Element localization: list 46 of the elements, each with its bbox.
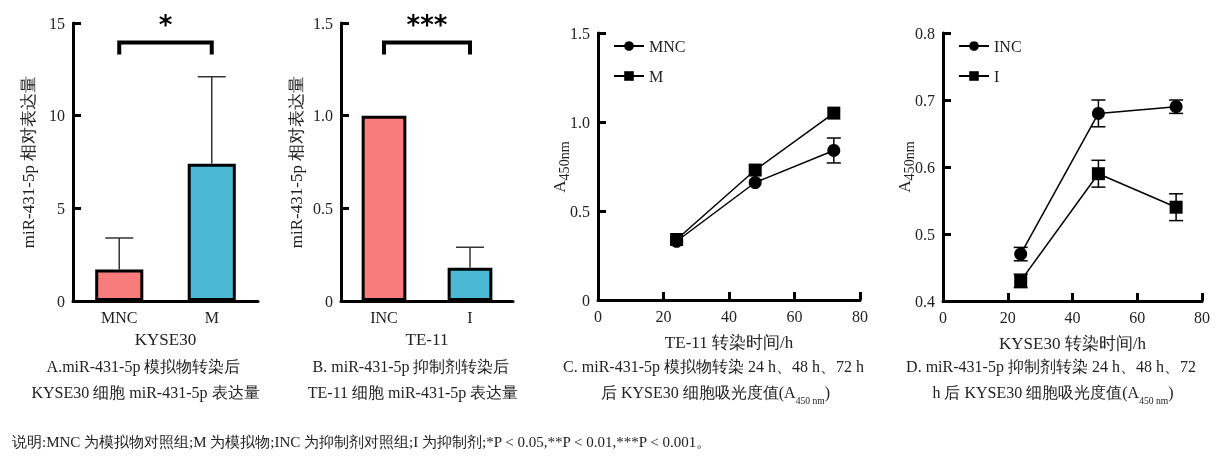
x-axis-title: TE-11 bbox=[405, 330, 449, 349]
x-axis-title: KYSE30 bbox=[134, 330, 197, 349]
y-axis-title: miR-431-5p 相对表达量 bbox=[19, 75, 39, 249]
y-tick-label: 0.6 bbox=[915, 158, 935, 176]
x-tick-label: 80 bbox=[852, 307, 868, 325]
x-tick-label: 40 bbox=[721, 307, 737, 325]
y-tick-label: 1.0 bbox=[313, 107, 333, 125]
x-tick-label: 20 bbox=[999, 308, 1016, 326]
text: 说明:MNC 为模拟物对照组;M 为模拟物;INC 为抑制剂对照组;I 为抑制剂;*P < 0.05,**P < 0.01,***P < 0.001。 bbox=[12, 433, 712, 452]
y-tick-label: 0.5 bbox=[313, 199, 333, 217]
legend-label: INC bbox=[994, 37, 1022, 55]
x-tick-label: I bbox=[467, 308, 473, 326]
x-tick-label: 60 bbox=[786, 307, 803, 325]
y-tick-label: 0.4 bbox=[915, 292, 935, 310]
x-tick-label: 40 bbox=[1064, 308, 1081, 326]
y-tick-label: 0.5 bbox=[570, 202, 590, 220]
text: A.miR-431-5p 模拟物转染后 KYSE30 细胞 miR-431-5p 表达量 bbox=[31, 357, 260, 402]
y-axis-title: miR-431-5p 相对表达量 bbox=[287, 75, 307, 249]
y-tick-label: 0 bbox=[57, 292, 65, 310]
legend-label: M bbox=[649, 67, 664, 85]
x-tick-label: 0 bbox=[939, 308, 947, 326]
y-tick-label: 1.0 bbox=[570, 113, 590, 131]
x-axis-title: TE-11 转染时间/h bbox=[664, 333, 794, 352]
y-tick-label: 0.5 bbox=[915, 225, 935, 243]
legend-label: I bbox=[994, 67, 1000, 85]
y-tick-label: 1.5 bbox=[313, 14, 333, 32]
x-tick-label: 0 bbox=[594, 307, 602, 325]
x-tick-label: INC bbox=[370, 308, 398, 326]
y-tick-label: 15 bbox=[49, 14, 65, 32]
legend-label: MNC bbox=[649, 37, 686, 55]
x-axis-title: KYSE30 转染时间/h bbox=[999, 334, 1147, 353]
x-tick-label: 80 bbox=[1194, 308, 1210, 326]
text: B. miR-431-5p 抑制剂转染后 TE-11 细胞 miR-431-5p 表达量 bbox=[307, 357, 519, 402]
y-tick-label: 10 bbox=[49, 107, 65, 125]
x-tick-label: MNC bbox=[101, 308, 138, 326]
x-tick-label: 60 bbox=[1129, 308, 1146, 326]
x-tick-label: 20 bbox=[655, 307, 672, 325]
y-tick-label: 1.5 bbox=[570, 24, 590, 42]
annotation: *** bbox=[406, 10, 448, 41]
x-tick-label: M bbox=[204, 308, 219, 326]
y-tick-label: 0.8 bbox=[915, 24, 935, 42]
annotation: * bbox=[158, 10, 173, 41]
y-tick-label: 0 bbox=[325, 292, 333, 310]
y-tick-label: 0 bbox=[582, 291, 590, 309]
y-tick-label: 5 bbox=[57, 199, 65, 217]
y-tick-label: 0.7 bbox=[915, 91, 935, 109]
